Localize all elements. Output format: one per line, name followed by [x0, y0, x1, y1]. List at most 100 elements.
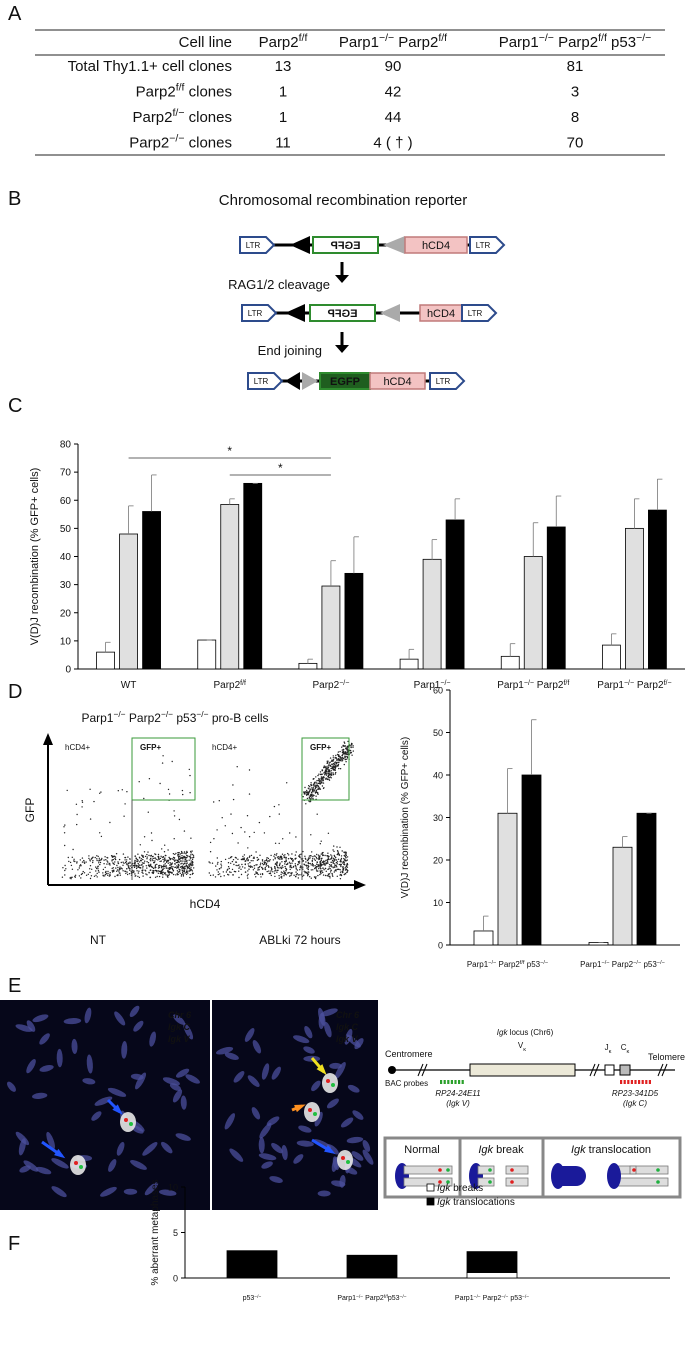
event-dot	[174, 853, 176, 856]
bar	[523, 556, 543, 670]
event-dot	[147, 811, 149, 813]
event-dot	[290, 864, 292, 867]
chromosome	[251, 1107, 261, 1120]
event-dot	[334, 866, 336, 869]
event-dot	[324, 771, 326, 773]
event-dot	[322, 782, 325, 784]
event-dot	[335, 771, 337, 774]
event-dot	[333, 854, 335, 857]
event-dot	[177, 863, 180, 866]
event-dot	[315, 856, 318, 859]
pointer-arrowhead	[54, 1148, 66, 1159]
event-dot	[320, 776, 323, 778]
event-dot	[259, 873, 262, 875]
event-dot	[208, 861, 210, 863]
event-dot	[306, 859, 309, 862]
event-dot	[298, 855, 300, 857]
event-dot	[258, 821, 261, 824]
chromosome	[86, 1054, 93, 1074]
ltr-box	[461, 304, 498, 322]
event-dot	[144, 860, 146, 862]
event-dot	[73, 860, 75, 862]
event-dot	[81, 806, 83, 808]
event-dot	[253, 867, 256, 869]
event-dot	[312, 869, 314, 871]
text-run: −/−	[169, 133, 184, 145]
event-dot	[89, 877, 92, 880]
event-dot	[269, 872, 272, 874]
event-dot	[69, 861, 72, 864]
event-dot	[257, 858, 260, 860]
event-dot	[150, 863, 152, 865]
event-dot	[279, 855, 281, 858]
event-dot	[347, 740, 349, 743]
event-dot	[345, 865, 348, 867]
event-dot	[71, 856, 74, 858]
event-dot	[327, 765, 329, 767]
event-dot	[336, 863, 338, 865]
event-dot	[168, 868, 171, 871]
event-dot	[175, 861, 178, 864]
text-run: Parp2	[394, 34, 438, 51]
event-dot	[326, 778, 329, 781]
event-dot	[180, 860, 182, 863]
bar	[602, 644, 621, 670]
event-dot	[122, 861, 124, 863]
chromosome	[247, 1075, 260, 1087]
event-dot	[190, 850, 192, 853]
event-dot	[104, 866, 106, 869]
chromosome-arm	[505, 1177, 529, 1187]
sample-label: ABLki 72 hours	[259, 933, 340, 947]
event-dot	[319, 771, 322, 773]
event-dot	[261, 859, 264, 861]
event-dot	[91, 857, 93, 859]
event-dot	[93, 875, 96, 877]
event-dot	[186, 859, 188, 862]
event-dot	[260, 862, 262, 864]
event-dot	[313, 781, 316, 784]
event-dot	[311, 794, 313, 796]
event-dot	[186, 862, 188, 864]
bar	[142, 511, 161, 670]
event-dot	[297, 863, 299, 865]
text-run: Igk	[497, 1028, 509, 1037]
event-dot	[88, 855, 90, 857]
chromosome	[233, 1071, 245, 1083]
event-dot	[191, 870, 194, 872]
event-dot	[151, 856, 153, 858]
event-dot	[321, 769, 323, 771]
event-dot	[346, 758, 348, 760]
event-dot	[278, 875, 280, 877]
text-run: Parp2	[363, 1295, 384, 1302]
event-dot	[133, 864, 136, 866]
event-dot	[281, 875, 283, 878]
event-dot	[78, 875, 81, 877]
chromosome	[133, 1020, 144, 1032]
event-dot	[311, 851, 313, 853]
event-dot	[103, 863, 105, 865]
y-tick-label: 80	[60, 440, 72, 451]
event-dot	[334, 764, 336, 766]
event-dot	[344, 745, 347, 747]
event-dot	[209, 862, 211, 864]
event-dot	[326, 861, 329, 863]
event-dot	[265, 862, 268, 864]
event-dot	[181, 866, 184, 869]
event-dot	[320, 868, 322, 870]
event-dot	[345, 761, 347, 763]
event-dot	[332, 765, 334, 767]
event-dot	[337, 751, 340, 753]
event-dot	[321, 870, 323, 872]
event-dot	[177, 852, 179, 854]
table-cell: 8	[571, 109, 579, 126]
event-dot	[234, 856, 237, 859]
text-run: −/−	[524, 680, 534, 687]
event-dot	[321, 773, 323, 775]
event-dot	[138, 781, 140, 783]
event-dot	[252, 869, 255, 871]
event-dot	[331, 859, 334, 862]
event-dot	[303, 864, 306, 866]
event-dot	[291, 872, 293, 874]
step-label: End joining	[258, 343, 322, 358]
event-dot	[189, 792, 191, 794]
